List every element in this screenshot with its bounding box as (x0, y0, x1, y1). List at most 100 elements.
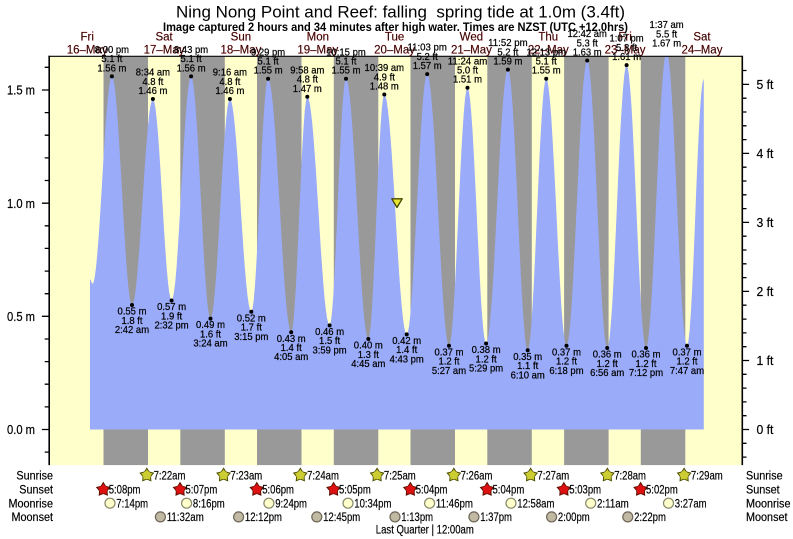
svg-text:Moonrise: Moonrise (9, 498, 54, 510)
svg-text:3:59 pm: 3:59 pm (313, 345, 347, 356)
svg-text:4:45 am: 4:45 am (351, 359, 385, 370)
svg-text:3:27am: 3:27am (675, 498, 707, 510)
svg-text:12:45pm: 12:45pm (323, 512, 360, 524)
svg-text:1.48 m: 1.48 m (370, 82, 399, 93)
svg-text:0 ft: 0 ft (757, 422, 774, 437)
svg-text:1 ft: 1 ft (757, 353, 774, 368)
svg-text:9:58 am: 9:58 am (290, 65, 324, 76)
svg-text:Ning Nong Point and Reef: fall: Ning Nong Point and Reef: falling spring… (176, 3, 625, 22)
svg-text:5.3 ft: 5.3 ft (616, 43, 637, 54)
svg-text:20–May: 20–May (374, 44, 415, 56)
svg-text:1.47 m: 1.47 m (293, 84, 322, 95)
svg-text:1.63 m: 1.63 m (573, 48, 602, 59)
svg-text:5:08pm: 5:08pm (109, 485, 141, 497)
svg-text:0.38 m: 0.38 m (472, 345, 501, 356)
svg-text:6:18 pm: 6:18 pm (549, 366, 583, 377)
svg-text:0.36 m: 0.36 m (593, 350, 622, 361)
svg-text:1.5 m: 1.5 m (7, 83, 35, 98)
svg-text:6:56 am: 6:56 am (590, 368, 624, 379)
svg-text:Moonset: Moonset (12, 512, 54, 524)
svg-text:7:27am: 7:27am (537, 470, 569, 482)
svg-text:2:00pm: 2:00pm (558, 512, 590, 524)
svg-text:1:37 am: 1:37 am (650, 20, 684, 31)
svg-text:5:05pm: 5:05pm (339, 485, 371, 497)
svg-text:0.57 m: 0.57 m (157, 302, 186, 313)
svg-text:7:26am: 7:26am (461, 470, 493, 482)
svg-text:1.46 m: 1.46 m (138, 86, 167, 97)
svg-text:1.57 m: 1.57 m (413, 61, 442, 72)
svg-text:1.8 ft: 1.8 ft (121, 316, 142, 327)
svg-text:1.0 m: 1.0 m (7, 196, 35, 211)
svg-text:1.46 m: 1.46 m (215, 86, 244, 97)
svg-text:12:12pm: 12:12pm (245, 512, 282, 524)
svg-text:11:52 pm: 11:52 pm (488, 38, 528, 49)
svg-text:1:13pm: 1:13pm (401, 512, 433, 524)
svg-text:7:22am: 7:22am (154, 470, 186, 482)
svg-text:5:02pm: 5:02pm (646, 485, 678, 497)
svg-text:1.61 m: 1.61 m (612, 52, 641, 63)
svg-text:0.49 m: 0.49 m (196, 320, 225, 331)
svg-text:5.1 ft: 5.1 ft (536, 57, 557, 68)
svg-text:5:04pm: 5:04pm (493, 485, 525, 497)
svg-text:5.2 ft: 5.2 ft (417, 52, 438, 63)
svg-text:1.55 m: 1.55 m (532, 66, 561, 77)
svg-text:Sunset: Sunset (746, 485, 780, 497)
svg-text:Fri: Fri (618, 32, 631, 44)
svg-text:1.59 m: 1.59 m (493, 57, 522, 68)
svg-text:5.3 ft: 5.3 ft (577, 38, 598, 49)
svg-text:5:27 am: 5:27 am (432, 366, 466, 377)
svg-text:8:34 am: 8:34 am (136, 68, 170, 79)
svg-text:3 ft: 3 ft (757, 215, 774, 230)
svg-text:0.37 m: 0.37 m (435, 347, 464, 358)
svg-text:6:10 am: 6:10 am (511, 370, 545, 381)
svg-text:Sunset: Sunset (19, 485, 53, 497)
svg-text:1.3 ft: 1.3 ft (358, 350, 379, 361)
svg-text:1.51 m: 1.51 m (453, 75, 482, 86)
svg-text:0.42 m: 0.42 m (392, 336, 421, 347)
svg-text:1.2 ft: 1.2 ft (597, 359, 618, 370)
svg-text:1.2 ft: 1.2 ft (635, 359, 656, 370)
svg-text:Moonset: Moonset (746, 512, 788, 524)
svg-text:22–May: 22–May (528, 44, 569, 56)
svg-text:5:04pm: 5:04pm (416, 485, 448, 497)
svg-text:12:13 pm: 12:13 pm (526, 47, 566, 58)
svg-text:5.1 ft: 5.1 ft (101, 54, 122, 65)
svg-text:2 ft: 2 ft (757, 284, 774, 299)
svg-text:5:06pm: 5:06pm (262, 485, 294, 497)
svg-text:Sun: Sun (231, 32, 251, 44)
svg-text:5.2 ft: 5.2 ft (497, 47, 518, 58)
svg-text:5.1 ft: 5.1 ft (335, 57, 356, 68)
svg-text:7:14pm: 7:14pm (116, 498, 148, 510)
svg-text:2:11am: 2:11am (597, 498, 629, 510)
svg-text:Moonrise: Moonrise (746, 498, 791, 510)
svg-text:8:43 pm: 8:43 pm (174, 45, 208, 56)
svg-text:21–May: 21–May (451, 44, 492, 56)
svg-text:12:58am: 12:58am (517, 498, 554, 510)
svg-text:5.1 ft: 5.1 ft (258, 57, 279, 68)
svg-text:5.0 ft: 5.0 ft (457, 66, 478, 77)
svg-text:7:23am: 7:23am (230, 470, 262, 482)
svg-text:2:22pm: 2:22pm (634, 512, 666, 524)
svg-text:7:47 am: 7:47 am (670, 366, 704, 377)
svg-text:17–May: 17–May (144, 44, 185, 56)
svg-text:1.9 ft: 1.9 ft (161, 311, 182, 322)
svg-text:1.6 ft: 1.6 ft (200, 329, 221, 340)
svg-text:1.2 ft: 1.2 ft (556, 357, 577, 368)
svg-text:1.56 m: 1.56 m (97, 63, 126, 74)
svg-text:4 ft: 4 ft (757, 146, 774, 161)
svg-text:Tue: Tue (385, 32, 404, 44)
svg-text:Fri: Fri (80, 32, 93, 44)
svg-text:5.1 ft: 5.1 ft (181, 54, 202, 65)
svg-text:10:15 pm: 10:15 pm (326, 47, 366, 58)
svg-text:0.0 m: 0.0 m (7, 422, 35, 437)
svg-text:1.56 m: 1.56 m (177, 63, 206, 74)
svg-text:3:15 pm: 3:15 pm (234, 332, 268, 343)
svg-text:10:39 am: 10:39 am (365, 63, 405, 74)
svg-text:4.8 ft: 4.8 ft (297, 75, 318, 86)
svg-text:7:28am: 7:28am (614, 470, 646, 482)
svg-text:19–May: 19–May (297, 44, 338, 56)
svg-text:Sat: Sat (693, 32, 711, 44)
svg-text:5:29 pm: 5:29 pm (469, 364, 503, 375)
svg-text:0.55 m: 0.55 m (118, 307, 147, 318)
svg-text:16–May: 16–May (67, 44, 108, 56)
